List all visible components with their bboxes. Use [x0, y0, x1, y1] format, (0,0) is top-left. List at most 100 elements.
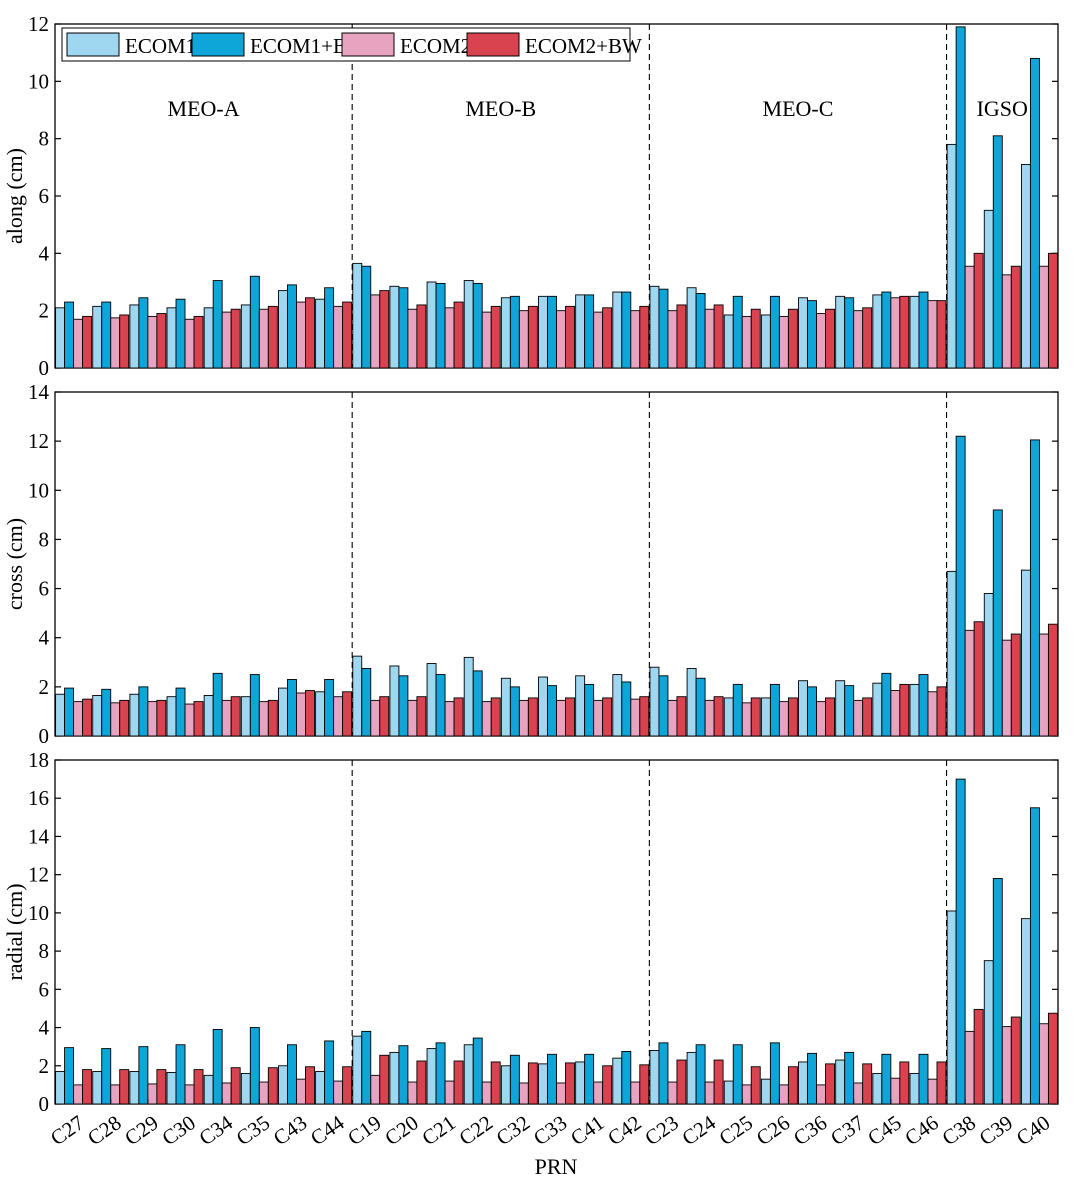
bar — [992, 878, 1003, 1105]
bar — [798, 680, 808, 737]
bar — [565, 305, 575, 369]
series-ECOM2+BW — [82, 1008, 1058, 1105]
bar — [983, 209, 994, 369]
bar — [481, 311, 492, 369]
bar — [82, 698, 93, 737]
legend-label: ECOM1 — [125, 34, 196, 58]
bar — [55, 1071, 66, 1105]
bar — [686, 667, 697, 737]
bar — [909, 295, 920, 369]
bar — [101, 1048, 112, 1105]
bar — [593, 311, 604, 369]
bar — [315, 298, 326, 369]
series-ECOM2 — [73, 265, 1049, 369]
bar — [267, 305, 278, 369]
bar — [593, 1081, 604, 1105]
bar — [946, 570, 957, 737]
bar — [129, 1071, 140, 1105]
bar — [324, 287, 335, 369]
bar — [147, 1083, 158, 1105]
legend-swatch — [191, 32, 245, 57]
bar — [267, 699, 278, 737]
bar — [704, 699, 715, 737]
bar — [565, 697, 575, 737]
bar — [1020, 569, 1031, 737]
bar — [713, 696, 724, 737]
bar — [305, 690, 315, 737]
bar — [435, 282, 446, 369]
bar — [621, 1050, 632, 1105]
bar — [119, 314, 130, 369]
y-tick-label: 2 — [39, 675, 50, 699]
bar — [890, 1077, 901, 1105]
bar — [918, 291, 929, 369]
bar — [556, 1082, 566, 1105]
bar — [760, 314, 771, 369]
bar — [230, 308, 241, 369]
bar — [138, 1046, 149, 1105]
bar — [602, 307, 613, 369]
panel-2: 0 2 4 6 8 10 12 14 cross (cm) — [2, 380, 1059, 748]
bar — [899, 295, 910, 369]
bar — [676, 304, 687, 369]
y-tick-label: 8 — [39, 939, 50, 963]
bar — [240, 1072, 251, 1105]
bar — [249, 275, 260, 369]
bar — [955, 778, 966, 1105]
bar — [481, 1081, 492, 1105]
bar — [983, 960, 994, 1105]
legend-entry: ECOM1+BW — [191, 32, 367, 58]
bar — [258, 308, 269, 369]
bar — [287, 679, 297, 737]
bar — [278, 687, 288, 737]
bar — [119, 699, 130, 737]
bar — [509, 686, 520, 737]
legend-swatch — [341, 32, 395, 57]
bar — [769, 295, 780, 369]
bar — [472, 282, 483, 369]
bar — [798, 297, 808, 369]
y-tick-label: 8 — [39, 527, 50, 551]
bar — [92, 695, 103, 737]
bar — [575, 1061, 586, 1105]
bar — [416, 1060, 427, 1105]
bar — [1001, 639, 1012, 737]
bar — [639, 696, 650, 737]
legend-label: ECOM2 — [400, 34, 471, 58]
bar — [1038, 265, 1049, 369]
bar — [1010, 265, 1021, 369]
bar — [296, 1078, 306, 1105]
bar — [835, 1059, 846, 1105]
bar — [370, 699, 381, 737]
bar — [166, 1072, 177, 1105]
bar — [184, 703, 195, 737]
bar — [778, 701, 789, 737]
bar — [119, 1069, 130, 1105]
y-tick-label: 10 — [28, 901, 49, 925]
bar — [955, 26, 966, 369]
bar — [379, 290, 390, 369]
bar — [741, 315, 752, 369]
bar — [110, 1084, 121, 1105]
bar — [909, 683, 920, 737]
bar — [538, 295, 548, 369]
bar — [844, 1051, 855, 1105]
bar — [240, 696, 251, 737]
bar — [1047, 623, 1058, 737]
bar — [983, 593, 994, 737]
bar — [732, 295, 743, 369]
bar — [547, 685, 557, 737]
bar — [1010, 1016, 1021, 1105]
bar — [352, 262, 363, 369]
bar — [315, 1071, 326, 1105]
bar — [612, 291, 623, 369]
bar — [221, 1082, 232, 1105]
bar — [844, 685, 855, 737]
series-ECOM1 — [55, 143, 1031, 369]
bar — [453, 301, 464, 369]
bar — [713, 1059, 724, 1105]
bar — [556, 699, 566, 737]
bar — [667, 699, 678, 737]
y-tick-label: 6 — [39, 184, 50, 208]
bar — [862, 697, 873, 737]
